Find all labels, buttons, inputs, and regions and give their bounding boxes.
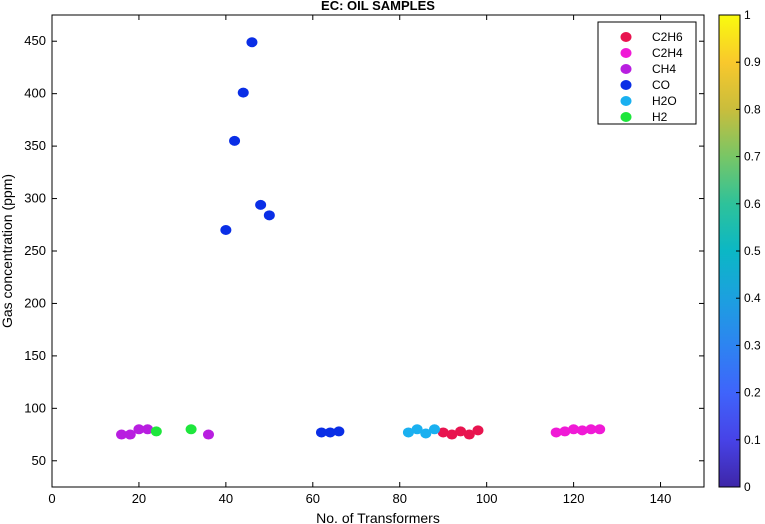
point-ch4 (202, 429, 214, 440)
legend-marker-ch4 (620, 64, 632, 74)
point-c2h6 (455, 426, 467, 437)
point-h2o (402, 427, 414, 438)
legend-marker-h2 (620, 112, 632, 122)
colorbar-tick-label: 0 (744, 480, 751, 494)
point-c2h6 (446, 429, 458, 440)
point-co (315, 427, 327, 438)
plot-area (51, 14, 705, 488)
chart-title: EC: OIL SAMPLES (321, 0, 435, 13)
colorbar-tick-label: 0.4 (744, 291, 761, 305)
legend-label-c2h6: C2H6 (652, 30, 683, 44)
legend-marker-c2h4 (620, 48, 632, 58)
colorbar-tick-label: 0.9 (744, 55, 761, 69)
x-tick-label: 40 (219, 491, 233, 506)
legend: C2H6 C2H4 CH4 CO H2O H2 (597, 21, 697, 125)
point-c2h6 (463, 429, 475, 440)
point-co (229, 135, 241, 146)
point-c2h4 (559, 426, 571, 437)
colorbar-tick-label: 0.5 (744, 244, 761, 258)
x-tick-label: 0 (48, 491, 55, 506)
point-co (255, 199, 267, 210)
legend-box (597, 21, 697, 125)
point-c2h4 (568, 424, 580, 435)
colorbar-tick-label: 0.7 (744, 150, 761, 164)
y-tick-label: 400 (24, 86, 46, 101)
colorbar: 0 0.1 0.2 0.3 0.4 0.5 0.6 0.7 0.8 0.9 1 (718, 8, 761, 494)
point-h2 (185, 424, 197, 435)
colorbar-tick-label: 0.1 (744, 433, 761, 447)
point-h2o (411, 424, 423, 435)
point-co (246, 37, 258, 48)
colorbar-tick-label: 0.8 (744, 102, 761, 116)
x-axis-title: No. of Transformers (316, 510, 440, 524)
x-tick-label: 100 (476, 491, 498, 506)
legend-marker-co (620, 80, 632, 90)
point-co (220, 225, 232, 236)
point-ch4 (133, 424, 145, 435)
colorbar-tick-label: 1 (744, 8, 751, 22)
y-tick-label: 350 (24, 138, 46, 153)
point-ch4 (142, 424, 154, 435)
x-tick-label: 20 (132, 491, 146, 506)
colorbar-tick-label: 0.2 (744, 386, 761, 400)
colorbar-ticks: 0 0.1 0.2 0.3 0.4 0.5 0.6 0.7 0.8 0.9 1 (736, 8, 761, 494)
x-tick-label: 140 (650, 491, 672, 506)
legend-label-co: CO (652, 78, 670, 92)
x-tick-label: 120 (563, 491, 585, 506)
point-h2 (150, 426, 162, 437)
y-tick-label: 300 (24, 191, 46, 206)
point-c2h4 (550, 427, 562, 438)
legend-label-h2o: H2O (652, 94, 677, 108)
y-axis: 50 100 150 200 250 300 350 400 450 (24, 33, 704, 468)
y-tick-label: 450 (24, 33, 46, 48)
legend-label-c2h4: C2H4 (652, 46, 683, 60)
point-h2o (420, 428, 432, 439)
point-ch4 (124, 429, 136, 440)
y-tick-label: 150 (24, 348, 46, 363)
point-co (237, 87, 249, 98)
legend-label-h2: H2 (652, 110, 668, 124)
point-co (263, 210, 275, 221)
point-ch4 (116, 429, 128, 440)
legend-label-ch4: CH4 (652, 62, 676, 76)
x-axis: 0 20 40 60 80 100 120 140 (48, 15, 671, 506)
y-axis-title: Gas concentration (ppm) (0, 174, 15, 328)
colorbar-tick-label: 0.3 (744, 338, 761, 352)
point-c2h4 (576, 425, 588, 436)
point-c2h6 (472, 425, 484, 436)
data-points (116, 37, 606, 440)
point-c2h6 (437, 427, 449, 438)
y-tick-label: 200 (24, 295, 46, 310)
point-co (333, 426, 345, 437)
y-tick-label: 50 (32, 453, 46, 468)
point-co (324, 427, 336, 438)
x-tick-label: 80 (392, 491, 406, 506)
y-tick-label: 100 (24, 400, 46, 415)
x-tick-label: 60 (306, 491, 320, 506)
point-c2h4 (585, 424, 597, 435)
legend-marker-c2h6 (620, 32, 632, 42)
colorbar-tick-label: 0.6 (744, 197, 761, 211)
legend-marker-h2o (620, 96, 632, 106)
point-h2o (429, 424, 441, 435)
y-tick-label: 250 (24, 243, 46, 258)
point-c2h4 (594, 424, 606, 435)
